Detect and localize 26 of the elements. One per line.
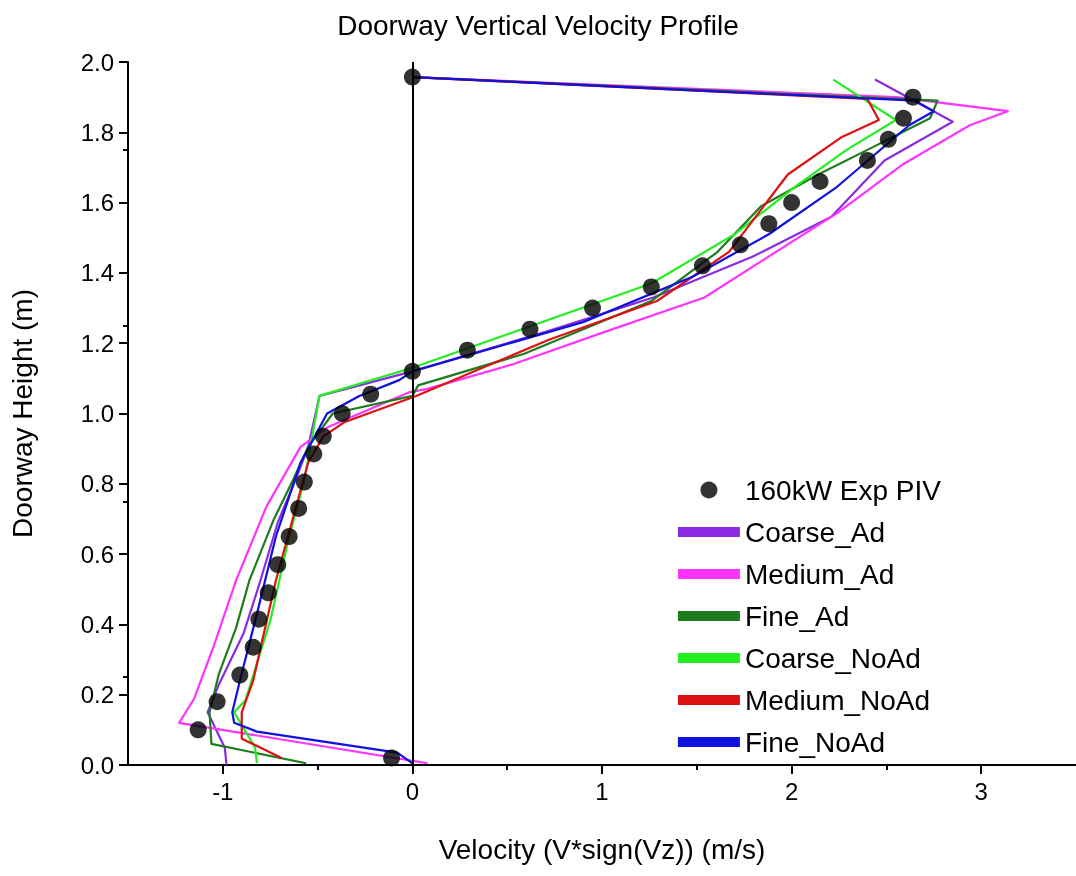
y-tick-label: 0.4: [80, 610, 114, 638]
y-tick-label: 0.0: [80, 751, 114, 779]
legend-label: Coarse_Ad: [744, 516, 886, 548]
x-tick-label: 0: [405, 777, 420, 805]
legend-label: Fine_NoAd: [744, 726, 886, 758]
y-tick-label: 1.8: [80, 118, 114, 146]
legend-label: Coarse_NoAd: [744, 642, 921, 674]
y-tick-label: 1.6: [80, 189, 114, 217]
y-tick-label: 2.0: [80, 48, 114, 76]
x-axis-title: Velocity (V*sign(Vz)) (m/s): [438, 833, 766, 865]
x-tick-label: 3: [974, 777, 988, 805]
x-tick-label: 1: [595, 777, 609, 805]
legend-label: Fine_Ad: [744, 600, 850, 632]
legend-label: 160kW Exp PIV: [744, 474, 942, 506]
y-tick-label: 1.0: [80, 400, 114, 427]
chart-title: Doorway Vertical Velocity Profile: [337, 9, 739, 41]
y-axis-title: Doorway Height (m): [6, 289, 38, 538]
legend-label: Medium_Ad: [744, 558, 895, 590]
x-tick-label: 2: [784, 777, 799, 805]
y-tick-label: 0.8: [80, 470, 114, 498]
y-tick-label: 1.2: [80, 329, 114, 357]
legend-label: Medium_NoAd: [744, 684, 931, 716]
y-tick-label: 0.6: [80, 540, 114, 568]
y-tick-label: 0.2: [80, 681, 114, 709]
x-tick-label: -1: [212, 777, 234, 805]
y-tick-label: 1.4: [80, 259, 114, 287]
